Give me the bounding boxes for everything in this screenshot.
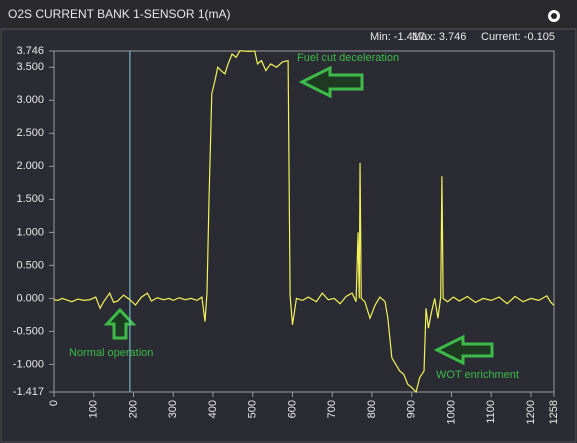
x-tick-label: 800	[366, 400, 378, 418]
annotation: Normal operation	[69, 347, 153, 359]
y-tick-label: -1.417	[13, 386, 44, 398]
y-tick-label: 1.500	[16, 193, 44, 205]
x-tick-label: 600	[286, 400, 298, 418]
x-tick-label: 700	[326, 400, 338, 418]
data-line	[53, 50, 555, 394]
close-button-dot	[551, 13, 557, 19]
y-tick-label: 0.500	[16, 259, 44, 271]
annotation: Fuel cut deceleration	[297, 52, 399, 64]
x-tick-label: 1000	[445, 400, 457, 424]
y-tick-label: 3.746	[16, 45, 44, 57]
title-bar	[0, 0, 577, 29]
x-tick-label: 200	[127, 400, 139, 418]
plot-frame	[53, 50, 555, 393]
x-tick-label: 400	[207, 400, 219, 418]
y-tick-label: -1.000	[13, 358, 44, 370]
stat-label: Max: 3.746	[412, 31, 466, 43]
arrow	[103, 307, 137, 340]
y-tick-label: 0.000	[16, 292, 44, 304]
y-tick-label: 3.500	[16, 61, 44, 73]
annotation: WOT enrichment	[436, 369, 519, 381]
x-tick-label: 100	[88, 400, 100, 418]
stat-label: Current: -0.105	[481, 31, 555, 43]
arrow	[433, 334, 494, 366]
y-tick-label: 2.000	[16, 160, 44, 172]
x-tick-label: 0	[48, 400, 60, 406]
chart-title: O2S CURRENT BANK 1-SENSOR 1(mA)	[8, 7, 231, 21]
x-tick-label: 1258	[548, 400, 560, 424]
y-tick-label: 1.000	[16, 226, 44, 238]
stat-label: Min: -1.417	[370, 31, 425, 43]
y-tick-label: -0.500	[13, 325, 44, 337]
x-tick-label: 900	[406, 400, 418, 418]
x-tick-label: 500	[247, 400, 259, 418]
arrow	[298, 65, 364, 99]
x-tick-label: 300	[167, 400, 179, 418]
y-tick-label: 3.000	[16, 94, 44, 106]
x-tick-label: 1200	[525, 400, 537, 424]
y-tick-label: 2.500	[16, 127, 44, 139]
x-tick-label: 1100	[485, 400, 497, 424]
